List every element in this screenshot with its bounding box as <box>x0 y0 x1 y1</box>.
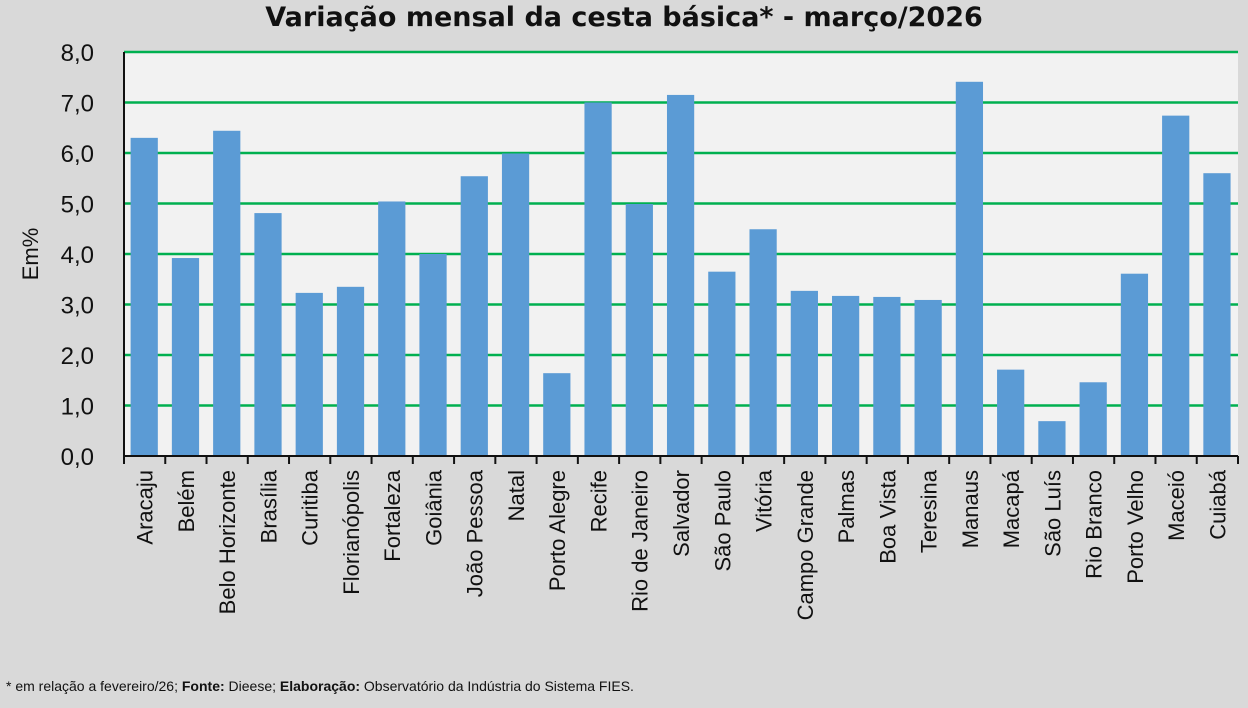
x-tick-label: Cuiabá <box>1205 469 1230 539</box>
bar <box>295 292 323 456</box>
bar <box>419 254 447 456</box>
bar <box>666 94 695 457</box>
bar <box>1120 273 1149 456</box>
bar <box>213 130 241 456</box>
y-tick-label: 7,0 <box>61 91 94 118</box>
elaboracao-label: Elaboração: <box>279 678 361 694</box>
bar <box>378 201 406 456</box>
y-tick-label: 0,0 <box>61 444 94 471</box>
x-tick-label: Curitiba <box>298 469 323 546</box>
x-tick-label: Belém <box>174 470 199 532</box>
y-tick-label: 2,0 <box>61 343 94 370</box>
bar <box>254 213 282 456</box>
x-tick-label: Salvador <box>669 470 694 557</box>
elaboracao-value: Observatório da Indústria do Sistema FIE… <box>360 678 634 694</box>
x-tick-label: São Paulo <box>710 470 735 572</box>
x-tick-label: Rio Branco <box>1082 470 1107 579</box>
y-tick-label: 5,0 <box>61 192 94 219</box>
footnote: * em relação a fevereiro/26; Fonte: Diee… <box>6 678 634 694</box>
x-tick-label: Macapá <box>999 469 1024 548</box>
y-tick-label: 6,0 <box>61 141 94 168</box>
y-tick-label: 4,0 <box>61 242 94 269</box>
bar <box>501 153 530 456</box>
bar <box>543 373 571 456</box>
bar <box>1079 382 1107 456</box>
x-tick-label: Palmas <box>834 470 859 543</box>
bar <box>832 295 860 456</box>
bar <box>914 299 942 456</box>
x-tick-label: João Pessoa <box>463 469 488 597</box>
y-tick-label: 8,0 <box>61 40 94 67</box>
x-tick-label: Natal <box>504 470 529 521</box>
fonte-value: Dieese; <box>224 678 280 694</box>
bar <box>790 290 818 456</box>
bar <box>955 81 984 457</box>
bar <box>1162 115 1190 456</box>
y-tick-label: 3,0 <box>61 293 94 320</box>
y-axis-label: Em% <box>18 228 43 281</box>
bar <box>584 102 612 456</box>
x-tick-label: Belo Horizonte <box>215 470 240 614</box>
bar <box>336 286 365 456</box>
footnote-prefix: * em relação a fevereiro/26; <box>6 678 182 694</box>
y-tick-label: 1,0 <box>61 394 94 421</box>
bar <box>873 296 901 456</box>
x-tick-label: Campo Grande <box>793 470 818 620</box>
bar <box>1203 173 1231 456</box>
x-tick-label: Aracaju <box>133 470 158 545</box>
x-tick-label: São Luís <box>1040 470 1065 557</box>
bar <box>708 271 736 456</box>
bar <box>625 204 653 456</box>
x-tick-label: Recife <box>586 470 611 532</box>
x-tick-label: Vitória <box>752 469 777 532</box>
fonte-label: Fonte: <box>181 678 225 694</box>
x-tick-label: Boa Vista <box>875 469 900 564</box>
x-tick-label: Goiânia <box>421 469 446 546</box>
x-tick-label: Manaus <box>958 470 983 548</box>
bar <box>997 369 1025 456</box>
bar <box>460 176 488 457</box>
bar <box>749 229 777 456</box>
x-tick-label: Maceió <box>1164 470 1189 541</box>
x-tick-label: Fortaleza <box>380 469 405 561</box>
x-tick-label: Porto Velho <box>1123 470 1148 584</box>
x-tick-label: Florianópolis <box>339 470 364 595</box>
x-tick-label: Teresina <box>917 469 942 553</box>
x-tick-label: Rio de Janeiro <box>628 470 653 612</box>
bar <box>1038 421 1066 456</box>
x-tick-label: Brasília <box>256 469 281 543</box>
chart-title: Variação mensal da cesta básica* - março… <box>265 2 983 33</box>
bar <box>130 137 158 456</box>
bar <box>171 258 200 456</box>
x-tick-label: Porto Alegre <box>545 470 570 591</box>
